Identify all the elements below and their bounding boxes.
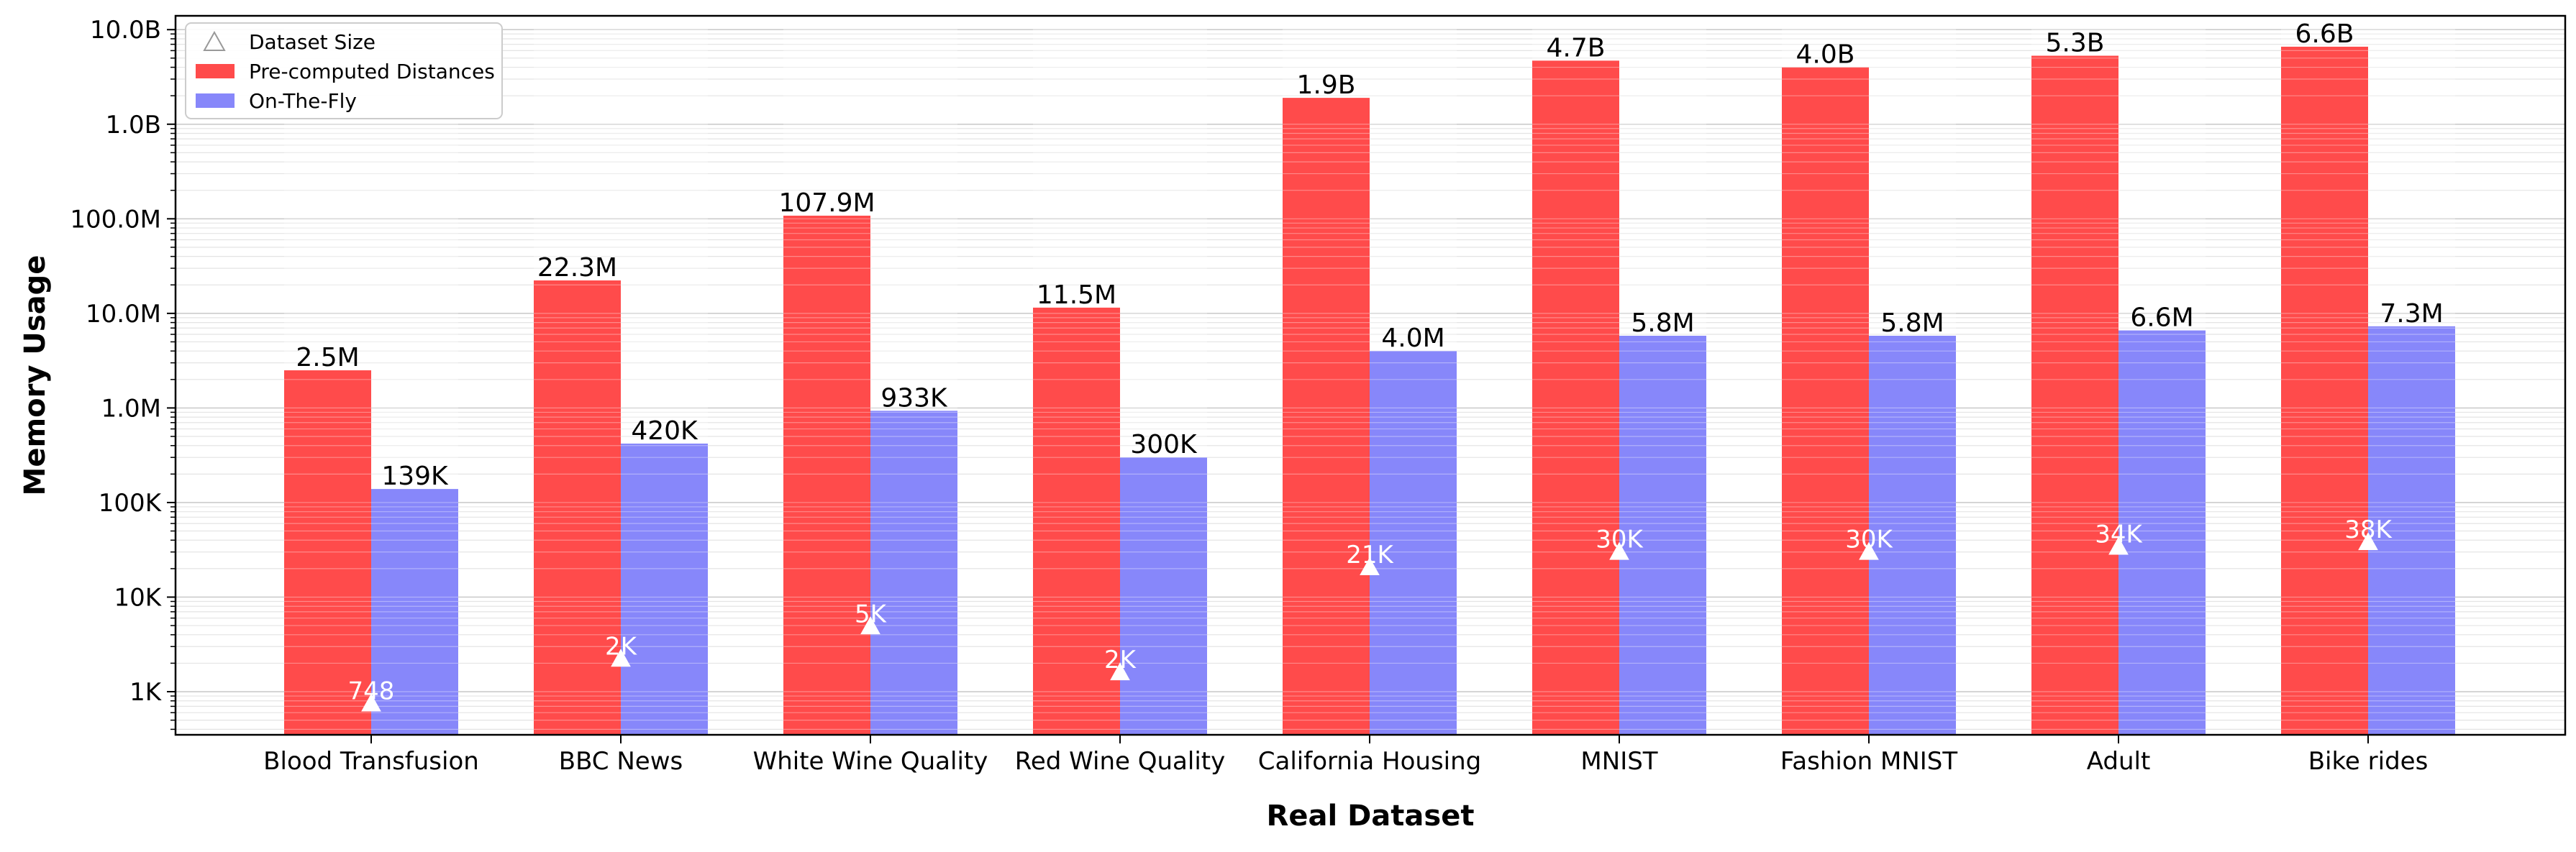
bar-precomputed <box>2281 46 2368 735</box>
bar-precomputed <box>534 280 621 735</box>
bar-value-label-on-the-fly: 6.6M <box>2130 303 2193 333</box>
bar-value-label-precomputed: 2.5M <box>296 343 359 372</box>
legend: Dataset Size Pre-computed Distances On-The… <box>185 22 503 119</box>
bar-on-the-fly <box>1619 335 1706 735</box>
dataset-size-label: 30K <box>1845 526 1893 554</box>
bar-value-label-precomputed: 11.5M <box>1037 280 1116 310</box>
bar-precomputed <box>284 370 371 735</box>
y-tick-label: 100.0M <box>70 205 161 234</box>
dataset-size-label: 2K <box>605 632 638 661</box>
bar-value-label-on-the-fly: 5.8M <box>1880 308 1944 338</box>
y-tick-label: 1K <box>129 678 163 707</box>
legend-label: On-The-Fly <box>249 89 357 113</box>
dataset-size-marker <box>2108 536 2129 555</box>
bar-value-label-precomputed: 22.3M <box>537 253 617 283</box>
dataset-size-marker <box>1609 541 1629 560</box>
legend-label: Pre-computed Distances <box>249 60 495 83</box>
bar-precomputed <box>2031 55 2118 735</box>
bar-value-label-precomputed: 5.3B <box>2046 28 2105 58</box>
labels-layer: 2.5M 139K 22.3M 420K 107.9M 933K 11.5M 300K 1.9B… <box>296 19 2443 491</box>
bar-value-label-on-the-fly: 300K <box>1130 430 1198 459</box>
bar-on-the-fly <box>2368 326 2455 735</box>
dataset-size-label: 2K <box>1104 646 1137 674</box>
bar-on-the-fly <box>1370 351 1457 735</box>
legend-swatch-on-the-fly <box>196 93 235 108</box>
bar-on-the-fly <box>1869 335 1956 735</box>
x-tick-label: BBC News <box>559 747 683 776</box>
dataset-size-label: 38K <box>2344 516 2393 544</box>
x-tick-label: Blood Transfusion <box>263 747 479 776</box>
bar-value-label-precomputed: 107.9M <box>778 188 875 218</box>
bar-value-label-on-the-fly: 7.3M <box>2380 299 2443 329</box>
y-tick-label: 100K <box>99 489 163 518</box>
dataset-size-marker <box>2358 532 2378 551</box>
bar-value-label-on-the-fly: 933K <box>880 383 948 413</box>
dataset-size-label: 21K <box>1346 541 1394 569</box>
bar-value-label-precomputed: 4.0B <box>1796 40 1855 70</box>
bar-precomputed <box>1033 307 1120 735</box>
bar-on-the-fly <box>621 443 708 735</box>
bar-precomputed <box>1532 60 1619 736</box>
dataset-size-marker <box>1360 557 1380 575</box>
bar-value-label-on-the-fly: 139K <box>381 462 449 491</box>
axis-layer: 1K 10K 100K 1.0M 10.0M 100.0M 1.0B 10.0B Blood T… <box>70 16 2428 776</box>
bar-precomputed <box>783 215 870 736</box>
x-tick-label: Adult <box>2087 747 2151 776</box>
bar-value-label-precomputed: 6.6B <box>2295 19 2354 49</box>
dataset-size-label: 30K <box>1596 526 1644 554</box>
dataset-size-marker <box>361 693 381 712</box>
legend-swatch-precomputed <box>196 64 235 78</box>
y-tick-label: 1.0B <box>106 111 161 139</box>
marker-layer: 748 2K 5K 2K 21K 30K 30K 34K 38K <box>348 516 2393 712</box>
legend-box <box>185 22 503 119</box>
stripes-layer <box>284 29 2455 730</box>
y-tick-label: 10K <box>114 583 162 612</box>
y-axis-title: Memory Usage <box>19 255 52 496</box>
bar-on-the-fly <box>1120 457 1207 735</box>
bar-value-label-precomputed: 4.7B <box>1547 33 1606 63</box>
bar-on-the-fly <box>2118 330 2206 735</box>
bar-precomputed <box>1283 98 1370 735</box>
x-tick-label: California Housing <box>1258 747 1481 776</box>
y-tick-label: 10.0B <box>90 16 161 45</box>
bar-on-the-fly <box>371 489 458 735</box>
bars-layer <box>284 46 2455 736</box>
dataset-size-label: 748 <box>348 677 395 706</box>
bar-precomputed <box>1782 67 1869 736</box>
legend-label: Dataset Size <box>249 30 376 54</box>
dataset-size-marker <box>611 649 631 667</box>
x-tick-label: Bike rides <box>2308 747 2429 776</box>
bar-value-label-precomputed: 1.9B <box>1297 70 1356 100</box>
bar-value-label-on-the-fly: 4.0M <box>1381 324 1444 353</box>
x-tick-label: Red Wine Quality <box>1015 747 1226 776</box>
x-tick-label: White Wine Quality <box>753 747 988 776</box>
dataset-size-label: 5K <box>855 600 888 628</box>
dataset-size-label: 34K <box>2095 521 2143 549</box>
y-tick-label: 10.0M <box>86 300 161 329</box>
dataset-size-marker <box>1110 662 1130 681</box>
dataset-size-marker <box>860 616 880 635</box>
x-tick-label: Fashion MNIST <box>1780 747 1958 776</box>
dataset-size-marker <box>1859 541 1879 560</box>
x-tick-label: MNIST <box>1580 747 1657 776</box>
bar-value-label-on-the-fly: 420K <box>631 416 698 446</box>
legend-triangle-icon <box>203 30 226 51</box>
bar-on-the-fly <box>870 411 957 735</box>
bar-value-label-on-the-fly: 5.8M <box>1631 308 1694 338</box>
x-axis-title: Real Dataset <box>1267 800 1475 833</box>
y-tick-label: 1.0M <box>101 394 161 423</box>
